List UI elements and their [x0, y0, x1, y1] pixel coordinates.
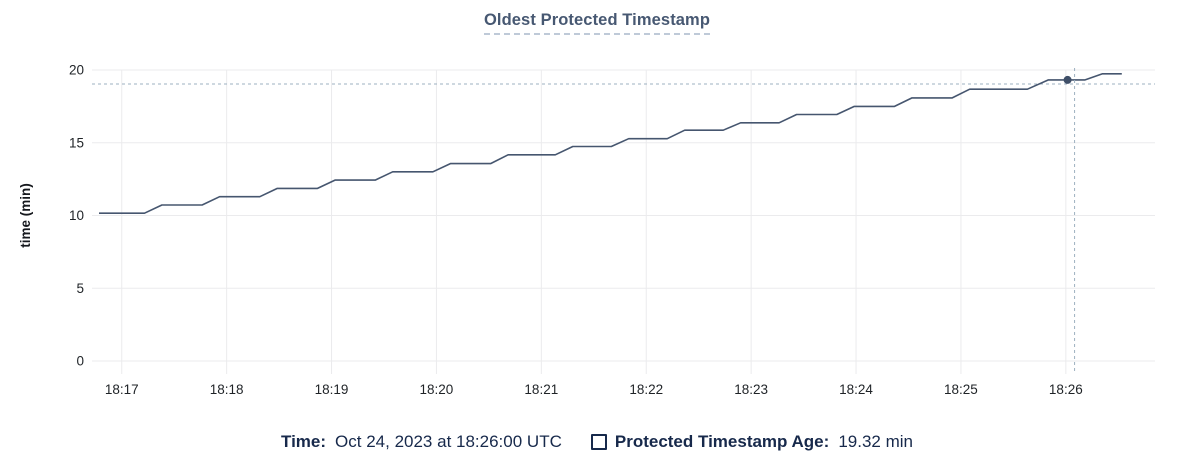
x-tick-label: 18:24: [839, 382, 873, 397]
legend-time-label: Time:: [281, 432, 327, 451]
series-line-protected-timestamp-age: [99, 72, 1122, 214]
x-tick-label: 18:18: [210, 382, 244, 397]
legend-series-label: Protected Timestamp Age:: [614, 432, 830, 451]
x-tick-label: 18:17: [105, 382, 139, 397]
x-tick-label: 18:20: [420, 382, 454, 397]
checkbox-square-icon[interactable]: [590, 434, 607, 450]
x-tick-label: 18:21: [524, 382, 558, 397]
x-tick-label: 18:22: [629, 382, 663, 397]
y-tick-label: 20: [69, 63, 84, 78]
legend-series-value: 19.32 min: [838, 432, 913, 451]
x-tick-label: 18:23: [734, 382, 768, 397]
hover-data-point: [1063, 75, 1072, 84]
legend-item-protected-timestamp-age[interactable]: Protected Timestamp Age: 19.32 min: [590, 430, 913, 454]
y-axis-label: time (min): [18, 183, 33, 248]
legend-item-time: Time: Oct 24, 2023 at 18:26:00 UTC: [281, 430, 562, 454]
x-tick-label: 18:25: [944, 382, 978, 397]
legend-time-value: Oct 24, 2023 at 18:26:00 UTC: [335, 432, 562, 451]
y-tick-label: 0: [76, 354, 84, 369]
chart-legend: Time: Oct 24, 2023 at 18:26:00 UTC Prote…: [0, 430, 1194, 454]
x-tick-label: 18:19: [315, 382, 349, 397]
chart-title[interactable]: Oldest Protected Timestamp: [483, 11, 711, 35]
y-tick-label: 5: [76, 281, 84, 296]
y-tick-label: 15: [69, 135, 84, 150]
x-tick-label: 18:26: [1049, 382, 1083, 397]
chart-title-row: Oldest Protected Timestamp: [0, 11, 1194, 38]
plot-area: 0 5 10 15 20 18:17 18:18 18:19 18:20 18:21 18:22 18…: [0, 57, 1194, 407]
y-tick-label: 10: [69, 208, 84, 223]
line-chart[interactable]: 0 5 10 15 20 18:17 18:18 18:19 18:20 18:21 18:22 18…: [0, 57, 1194, 407]
chart-card: Oldest Protected Timestamp 0 5 10 15 20 18:17…: [0, 11, 1194, 466]
